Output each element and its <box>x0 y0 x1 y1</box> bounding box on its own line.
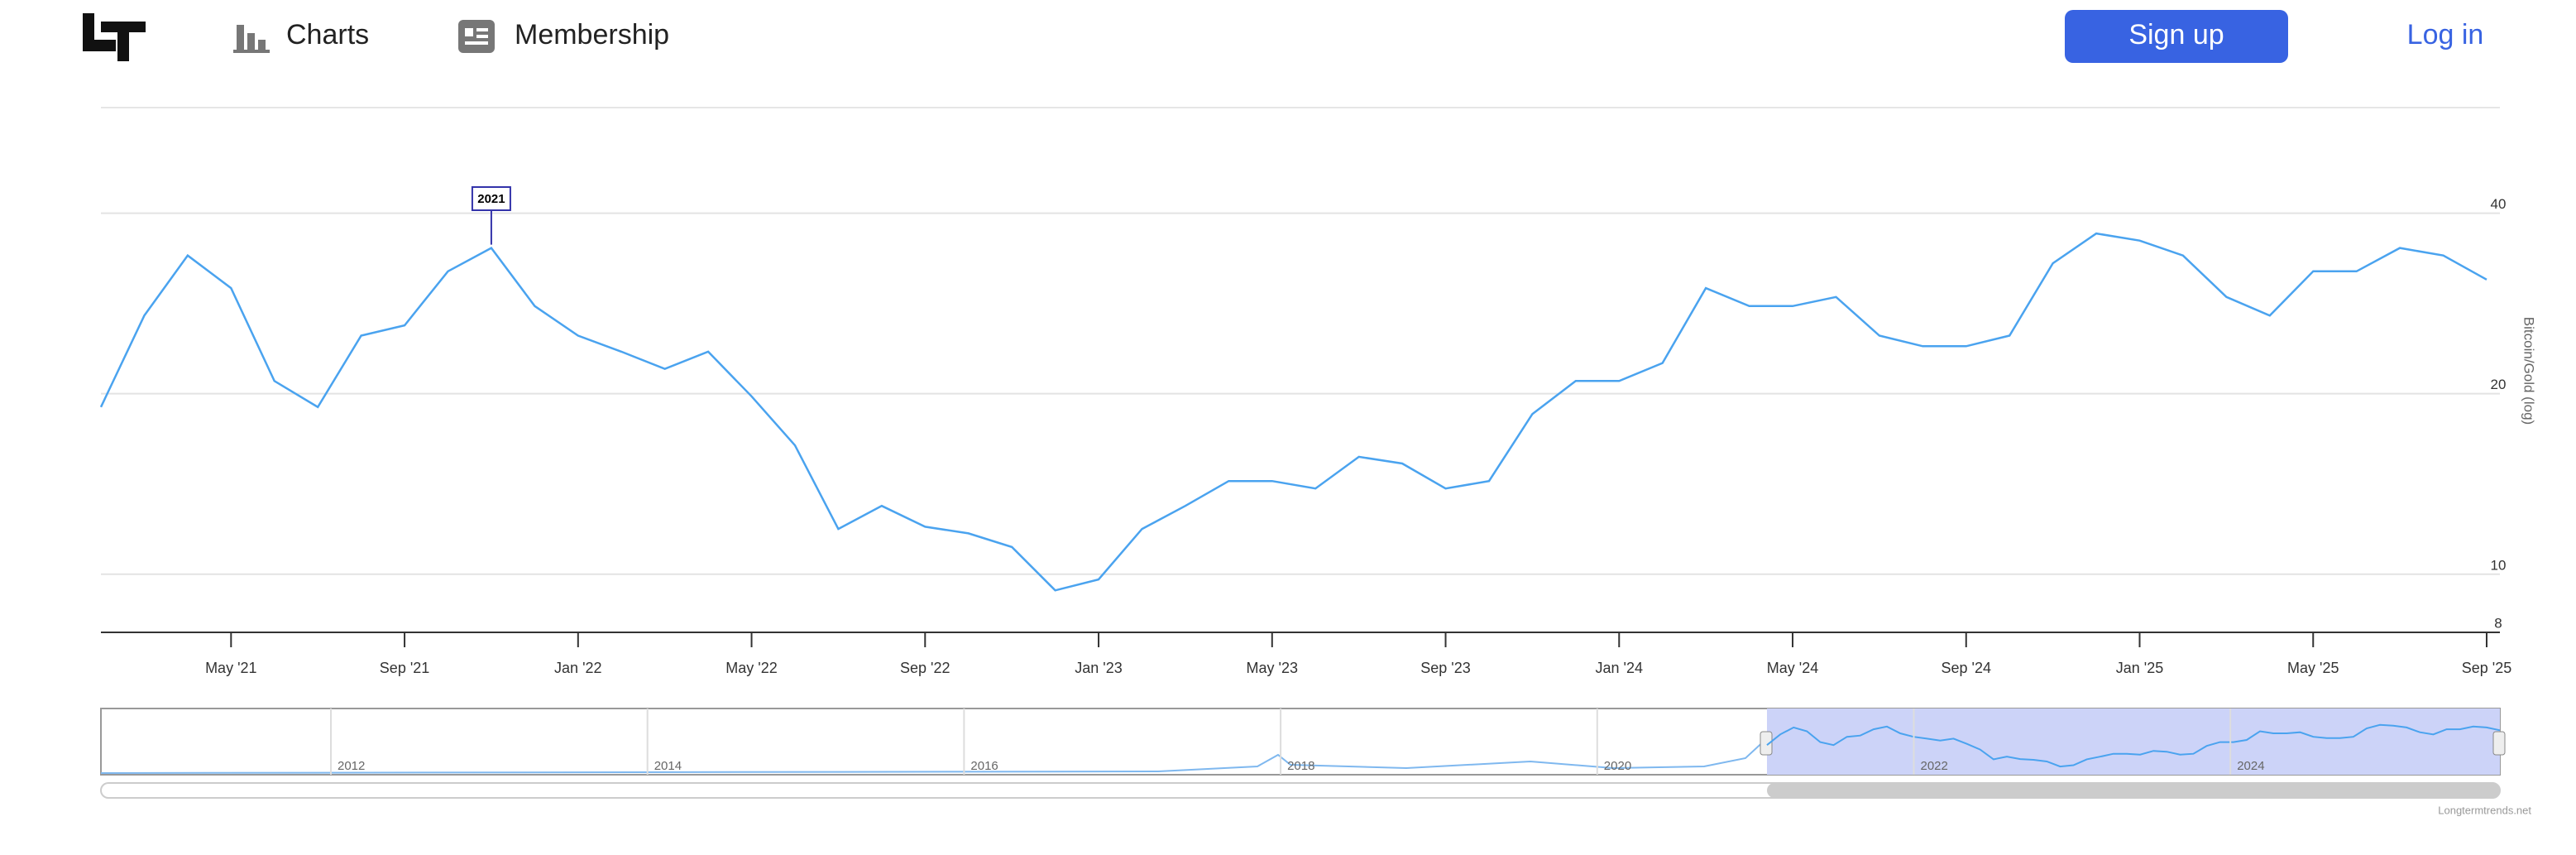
nav-link[interactable]: Charts <box>286 19 369 50</box>
x-tick-label: May '24 <box>1767 660 1818 676</box>
x-tick-label: Jan '22 <box>554 660 601 676</box>
x-tick-label: Sep '21 <box>380 660 430 676</box>
x-tick-label: May '23 <box>1247 660 1298 676</box>
signup-label[interactable]: Sign up <box>2128 19 2224 50</box>
data-line <box>99 232 2487 592</box>
logo[interactable] <box>83 13 146 61</box>
x-tick-label: Jan '23 <box>1075 660 1122 676</box>
navigator-selection[interactable] <box>1767 708 2500 775</box>
navigator-label: 2022 <box>1921 759 1948 773</box>
navigator-label: 2012 <box>338 759 365 773</box>
x-tick-label: Sep '25 <box>2462 660 2512 676</box>
navigator-label: 2016 <box>970 759 998 773</box>
login-link[interactable]: Log in <box>2407 19 2484 50</box>
y-tick-label: 20 <box>2491 377 2507 392</box>
credit: Longtermtrends.net <box>2438 804 2531 816</box>
x-tick-label: Jan '24 <box>1596 660 1643 676</box>
scrollbar-thumb[interactable] <box>1767 783 2500 798</box>
navigator-handle[interactable] <box>2492 731 2506 756</box>
x-tick-label: Jan '25 <box>2116 660 2163 676</box>
membership-icon[interactable] <box>458 20 495 53</box>
navigator-label: 2018 <box>1287 759 1314 773</box>
navigator-label: 2014 <box>654 759 682 773</box>
annotation-box <box>471 186 511 211</box>
y-tick-label: 10 <box>2491 557 2507 573</box>
navigator-line <box>1766 723 2501 768</box>
x-tick-label: Sep '23 <box>1420 660 1471 676</box>
x-tick-label: Sep '24 <box>1942 660 1992 676</box>
x-tick-label: May '25 <box>2287 660 2339 676</box>
x-tick-label: Sep '22 <box>900 660 950 676</box>
navigator <box>100 708 2506 799</box>
navigator-handle[interactable] <box>1760 731 1773 756</box>
nav-link[interactable]: Membership <box>515 19 669 50</box>
navigator-label: 2024 <box>2237 759 2264 773</box>
y-tick-label: 40 <box>2491 196 2507 212</box>
y-tick-label: 8 <box>2494 615 2502 631</box>
x-tick-label: May '22 <box>725 660 777 676</box>
signup-button[interactable] <box>2065 10 2288 63</box>
annotation-label: 2021 <box>477 192 505 206</box>
y-axis-title: Bitcoin/Gold (log) <box>2521 317 2537 425</box>
navigator-label: 2020 <box>1604 759 1631 773</box>
navigator-history <box>100 737 1768 774</box>
charts-icon[interactable] <box>233 25 270 53</box>
x-tick-label: May '21 <box>205 660 256 676</box>
